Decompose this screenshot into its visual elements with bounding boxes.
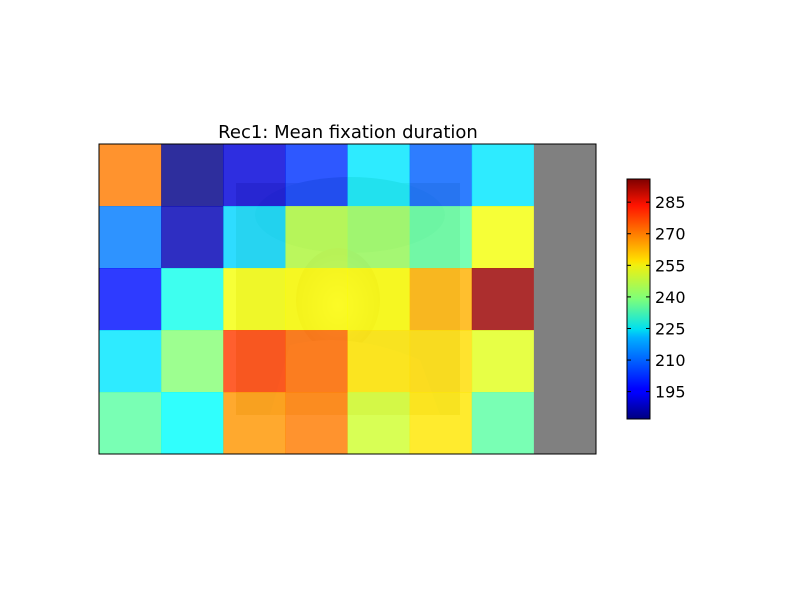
heatmap-cells	[99, 144, 597, 455]
heatmap-cell	[99, 144, 162, 207]
heatmap-cell	[285, 392, 349, 455]
heatmap-cell	[161, 144, 224, 207]
chart-title: Rec1: Mean fixation duration	[218, 122, 478, 143]
heatmap-cell	[409, 206, 473, 269]
heatmap-cell	[409, 392, 473, 455]
heatmap-cell	[533, 206, 597, 269]
colorbar-tick-label: 285	[655, 193, 686, 212]
heatmap-cell	[409, 330, 473, 393]
heatmap-cell	[471, 144, 535, 207]
heatmap-cell	[471, 268, 535, 331]
colorbar-tick-label: 195	[655, 383, 686, 402]
heatmap-cell	[347, 144, 411, 207]
colorbar: 195 210 225 240 255 270 285	[626, 178, 686, 420]
colorbar-tick-label: 225	[655, 319, 686, 338]
heatmap-cell	[409, 268, 473, 331]
heatmap-cell	[161, 330, 224, 393]
heatmap-cell	[409, 144, 473, 207]
heatmap-cell	[223, 330, 286, 393]
heatmap-cell	[285, 330, 349, 393]
colorbar-tick-label: 255	[655, 256, 686, 275]
heatmap-cell	[223, 268, 286, 331]
colorbar-ticks: 195 210 225 240 255 270 285	[627, 193, 686, 402]
colorbar-tick-label: 270	[655, 225, 686, 244]
heatmap-cell	[161, 268, 224, 331]
heatmap-cell	[161, 206, 224, 269]
heatmap-cell	[347, 330, 411, 393]
heatmap-cell	[347, 268, 411, 331]
colorbar-gradient	[626, 178, 651, 420]
heatmap-cell	[285, 144, 349, 207]
heatmap-cell	[223, 392, 286, 455]
heatmap-cell	[347, 206, 411, 269]
heatmap-cell	[285, 268, 349, 331]
heatmap-cell	[223, 206, 286, 269]
heatmap-cell	[223, 144, 286, 207]
heatmap-cell	[347, 392, 411, 455]
axes-frame	[98, 143, 597, 455]
heatmap-cell	[161, 392, 224, 455]
heatmap-cell	[99, 206, 162, 269]
colorbar-tick-label: 240	[655, 288, 686, 307]
heatmap-cell	[471, 206, 535, 269]
heatmap-cell	[533, 330, 597, 393]
heatmap-cell	[285, 206, 349, 269]
heatmap-cell	[471, 392, 535, 455]
heatmap-cell	[533, 268, 597, 331]
heatmap-cell	[99, 330, 162, 393]
heatmap-cell	[533, 144, 597, 207]
heatmap-cell	[99, 392, 162, 455]
heatmap-cell	[99, 268, 162, 331]
heatmap-cell	[471, 330, 535, 393]
colorbar-tick-label: 210	[655, 351, 686, 370]
heatmap-cell	[533, 392, 597, 455]
